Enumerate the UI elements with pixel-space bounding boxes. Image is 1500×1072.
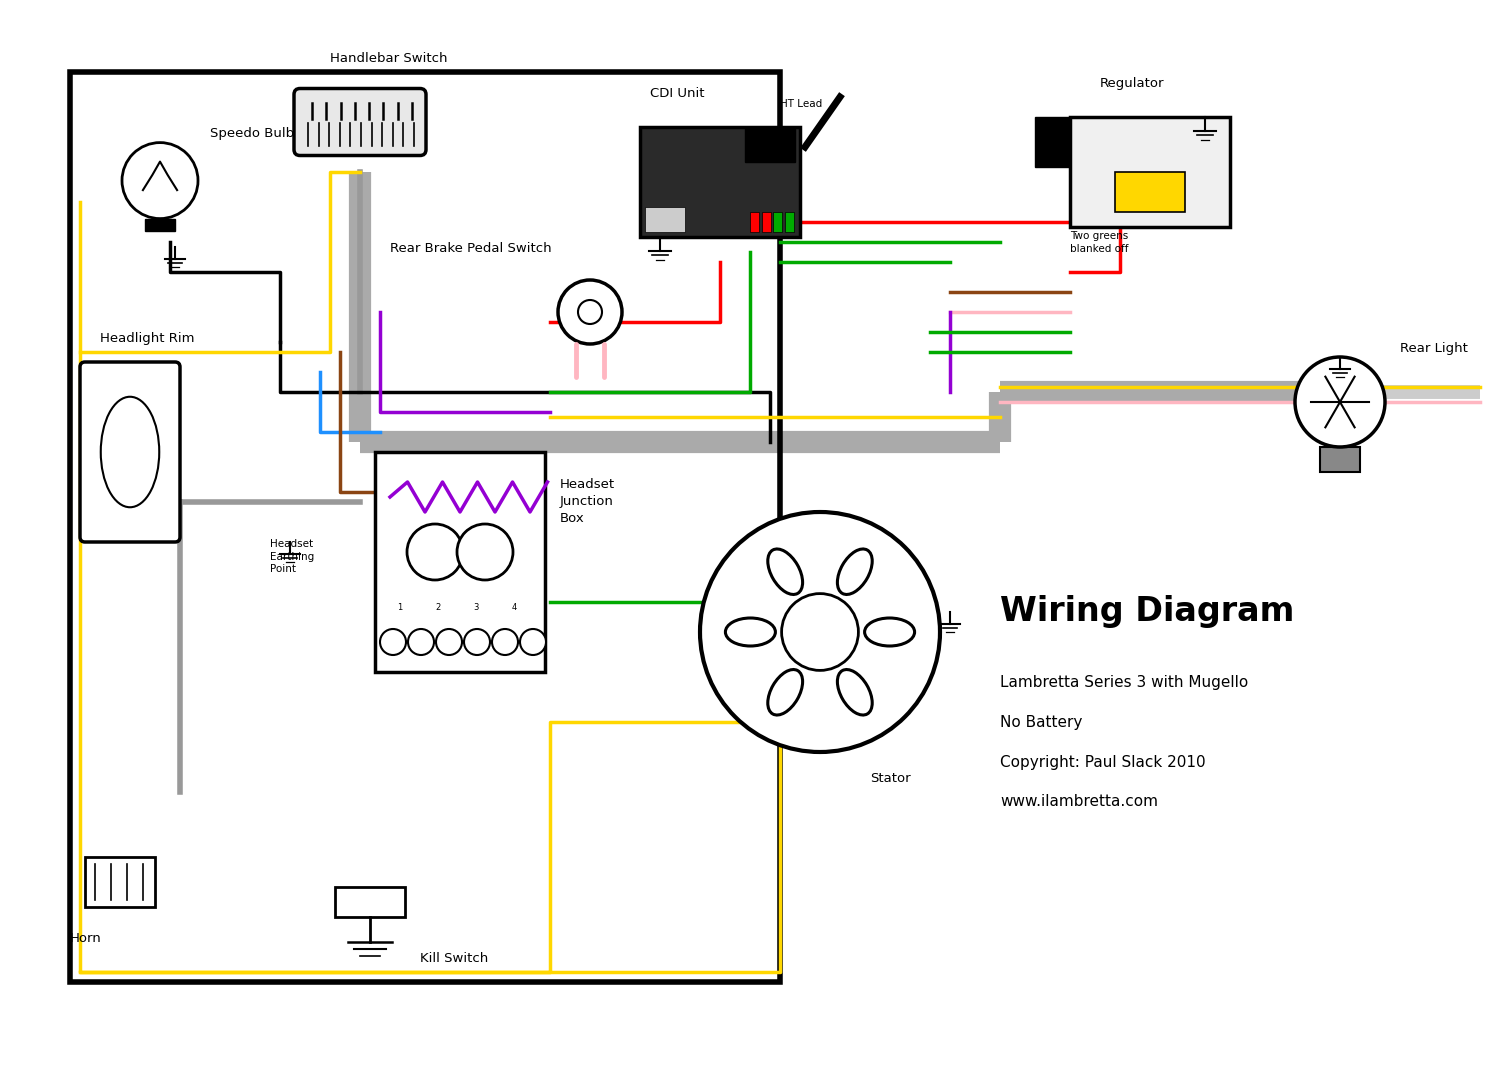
Bar xyxy=(784,212,794,232)
Ellipse shape xyxy=(768,549,802,595)
Text: Speedo Bulb: Speedo Bulb xyxy=(210,126,294,140)
Text: www.ilambretta.com: www.ilambretta.com xyxy=(1000,794,1158,809)
Bar xyxy=(1035,117,1070,167)
Circle shape xyxy=(380,629,406,655)
Bar xyxy=(375,452,544,672)
Bar xyxy=(750,212,759,232)
Text: Wiring Diagram: Wiring Diagram xyxy=(1000,596,1294,628)
Text: 4: 4 xyxy=(512,602,516,611)
Circle shape xyxy=(782,594,858,670)
Text: Copyright: Paul Slack 2010: Copyright: Paul Slack 2010 xyxy=(1000,755,1206,770)
Ellipse shape xyxy=(864,617,915,646)
Text: Rear Light: Rear Light xyxy=(1400,342,1468,355)
Text: 1: 1 xyxy=(398,602,402,611)
Text: Headset
Junction
Box: Headset Junction Box xyxy=(560,478,615,525)
Circle shape xyxy=(578,300,602,324)
Bar xyxy=(86,857,154,907)
Text: Headset
Earthing
Point: Headset Earthing Point xyxy=(270,539,315,574)
Circle shape xyxy=(700,512,940,751)
Bar xyxy=(645,207,686,232)
Ellipse shape xyxy=(768,670,802,715)
Bar xyxy=(146,219,176,230)
Text: Headlight Rim: Headlight Rim xyxy=(100,332,195,345)
Circle shape xyxy=(458,524,513,580)
Ellipse shape xyxy=(726,617,776,646)
Bar xyxy=(772,212,782,232)
Bar xyxy=(70,72,780,982)
FancyBboxPatch shape xyxy=(294,89,426,155)
Text: CDI Unit: CDI Unit xyxy=(650,87,705,100)
Circle shape xyxy=(492,629,517,655)
Bar xyxy=(1320,447,1360,472)
Bar xyxy=(1070,117,1230,227)
Bar xyxy=(640,126,800,237)
Bar xyxy=(1114,172,1185,212)
Text: Handlebar Switch: Handlebar Switch xyxy=(330,53,447,65)
Ellipse shape xyxy=(837,549,872,595)
Text: HT Lead: HT Lead xyxy=(780,99,822,109)
Text: No Battery: No Battery xyxy=(1000,715,1083,730)
Bar xyxy=(762,212,771,232)
Ellipse shape xyxy=(837,670,872,715)
Circle shape xyxy=(436,629,462,655)
Text: Horn: Horn xyxy=(70,932,102,946)
Circle shape xyxy=(406,524,463,580)
Text: Stator: Stator xyxy=(870,772,910,785)
Text: Two greens
blanked off: Two greens blanked off xyxy=(1070,230,1128,254)
Circle shape xyxy=(408,629,434,655)
Circle shape xyxy=(558,280,622,344)
Text: 2: 2 xyxy=(435,602,441,611)
Circle shape xyxy=(464,629,490,655)
Circle shape xyxy=(520,629,546,655)
Circle shape xyxy=(156,221,164,228)
Text: 3: 3 xyxy=(474,602,478,611)
FancyBboxPatch shape xyxy=(80,362,180,542)
Text: Kill Switch: Kill Switch xyxy=(420,952,489,965)
Circle shape xyxy=(1294,357,1384,447)
Bar xyxy=(334,887,405,917)
Text: Lambretta Series 3 with Mugello: Lambretta Series 3 with Mugello xyxy=(1000,674,1248,689)
Bar xyxy=(746,126,795,162)
Text: Regulator: Regulator xyxy=(1100,77,1164,90)
Text: Rear Brake Pedal Switch: Rear Brake Pedal Switch xyxy=(390,242,552,255)
